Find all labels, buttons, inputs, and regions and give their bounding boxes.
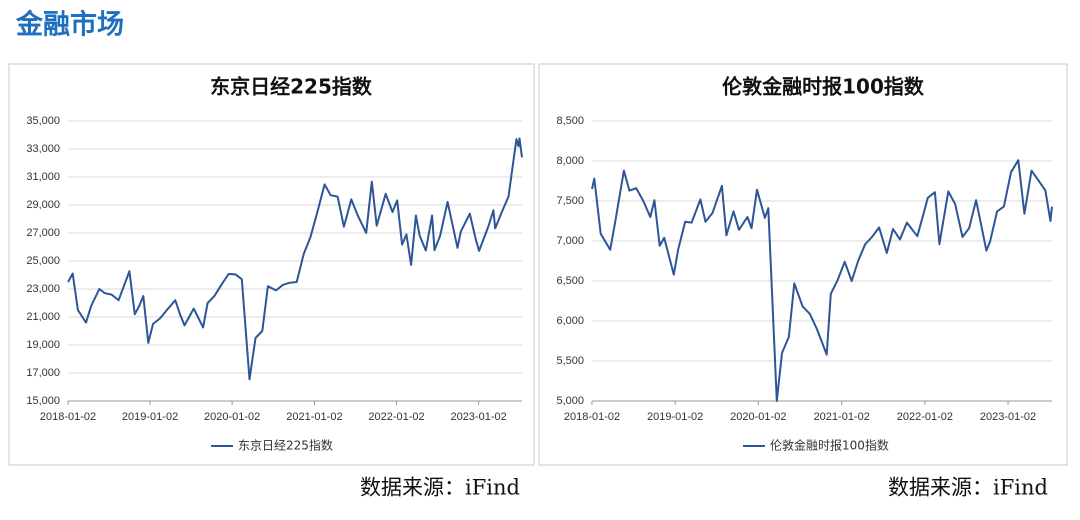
y-tick-label: 33,000 [26,143,60,155]
x-tick-label: 2023-01-02 [980,411,1036,423]
x-tick-label: 2020-01-02 [204,411,260,423]
x-tick-label: 2022-01-02 [897,411,953,423]
x-tick-label: 2019-01-02 [122,411,178,423]
y-tick-label: 15,000 [26,395,60,407]
data-line [67,137,523,381]
page-title: 金融市场 [15,9,124,41]
y-tick-label: 17,000 [26,367,60,379]
y-tick-label: 8,500 [556,115,584,127]
panel [538,63,1068,466]
x-tick-label: 2019-01-02 [647,411,703,423]
y-tick-label: 27,000 [26,227,60,239]
chart-title: 东京日经225指数 [210,75,373,99]
x-tick-label: 2020-01-02 [730,411,786,423]
chart-title: 伦敦金融时报100指数 [722,75,925,99]
y-tick-label: 6,500 [556,275,584,287]
y-tick-label: 31,000 [26,171,60,183]
source-note: 数据来源：iFind [360,476,520,500]
y-tick-label: 23,000 [26,283,60,295]
y-tick-label: 21,000 [26,311,60,323]
y-tick-label: 19,000 [26,339,60,351]
x-tick-label: 2018-01-02 [564,411,620,423]
y-tick-label: 25,000 [26,255,60,267]
panel [8,63,535,466]
x-tick-label: 2022-01-02 [368,411,424,423]
source-note: 数据来源：iFind [888,476,1048,500]
y-tick-label: 7,500 [556,195,584,207]
y-tick-label: 29,000 [26,199,60,211]
data-line [591,159,1053,402]
legend-label: 伦敦金融时报100指数 [770,438,889,453]
x-tick-label: 2021-01-02 [814,411,870,423]
x-tick-label: 2021-01-02 [286,411,342,423]
y-tick-label: 5,000 [556,395,584,407]
y-tick-label: 7,000 [556,235,584,247]
x-tick-label: 2023-01-02 [450,411,506,423]
y-tick-label: 5,500 [556,355,584,367]
x-tick-label: 2018-01-02 [40,411,96,423]
y-tick-label: 35,000 [26,115,60,127]
y-tick-label: 6,000 [556,315,584,327]
y-tick-label: 8,000 [556,155,584,167]
legend-label: 东京日经225指数 [238,438,333,453]
